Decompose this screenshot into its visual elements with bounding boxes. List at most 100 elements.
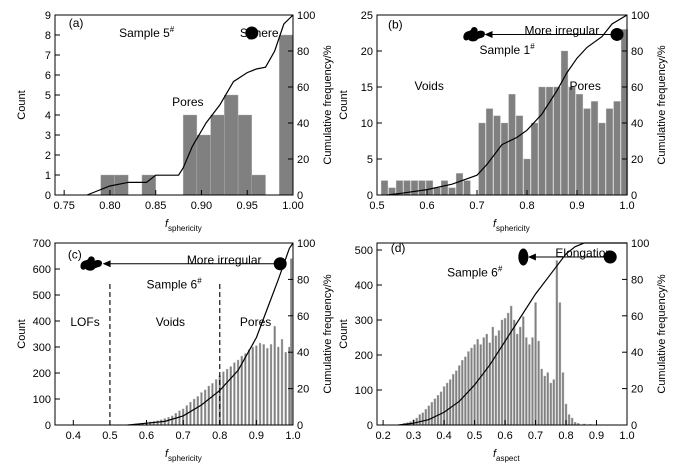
x-axis-title-subscript: sphericity — [168, 454, 202, 463]
histogram-bar — [415, 417, 418, 426]
histogram-bar — [458, 365, 461, 426]
y-tick-label: 200 — [355, 350, 373, 362]
y2-axis-title: Cumulative frequency/% — [322, 274, 334, 393]
y-tick-label: 25 — [361, 10, 373, 22]
direction-arrow-head — [102, 260, 111, 268]
y-tick-label: 10 — [361, 118, 373, 130]
annotation-text: Sample 6# — [147, 277, 203, 292]
x-tick-label: 0.8 — [519, 200, 534, 212]
histogram-bar — [583, 108, 591, 196]
histogram-bar — [229, 366, 232, 426]
histogram-bar — [284, 352, 287, 426]
histogram-bar — [210, 114, 225, 196]
histogram-bar — [244, 353, 247, 426]
histogram-bar — [288, 346, 291, 426]
histogram-bar — [410, 180, 419, 196]
panel-c: 0.4 0.5 0.6 0.7 0.8 0.9 1.00100200300400500600… — [16, 238, 334, 463]
x-tick-label: 0.4 — [436, 430, 451, 442]
x-tick-label: 0.95 — [237, 200, 258, 212]
x-tick-label: 0.80 — [99, 200, 120, 212]
histogram-bar — [497, 330, 501, 426]
histogram-bar — [613, 101, 621, 196]
y2-tick-label: 40 — [631, 118, 643, 130]
histogram-bar — [251, 346, 254, 426]
x-tick-label: 1.0 — [619, 200, 634, 212]
panel-a: 0.75 0.80 0.85 0.90 0.95 1.000123456789020406… — [16, 10, 334, 233]
x-tick-label: 0.5 — [102, 430, 117, 442]
histogram-bar — [513, 319, 516, 426]
y2-tick-label: 100 — [297, 10, 315, 22]
histogram-bar — [479, 344, 482, 426]
x-tick-label: 0.7 — [469, 200, 484, 212]
histogram-bar — [445, 382, 449, 426]
annotation-text: Sample 6# — [447, 264, 503, 279]
histogram-bar — [552, 379, 556, 426]
histogram-bar — [448, 187, 456, 196]
histogram-bar — [448, 379, 452, 426]
histogram-bar — [515, 115, 524, 196]
x-tick-label: 0.9 — [569, 200, 584, 212]
histogram-bar — [189, 401, 192, 426]
y-axis-title: Count — [16, 319, 28, 348]
x-tick-label: 0.9 — [249, 430, 264, 442]
histogram-bar — [279, 34, 294, 196]
histogram-bar — [211, 383, 214, 426]
direction-arrow-head — [484, 30, 493, 38]
histogram-bar — [156, 420, 159, 426]
histogram-bar — [525, 337, 528, 426]
y-tick-label: 400 — [355, 280, 373, 292]
y2-tick-label: 100 — [297, 238, 315, 250]
sphere-icon — [245, 26, 259, 40]
histogram-bar — [262, 344, 265, 426]
histogram-bar — [506, 312, 510, 426]
histogram-bar — [500, 319, 504, 426]
histogram-bar — [590, 101, 599, 196]
histogram-bar — [488, 342, 491, 426]
histogram-bar — [555, 260, 559, 426]
y-tick-label: 8 — [45, 30, 51, 42]
x-axis-title: f — [165, 218, 169, 230]
sphere-icon — [273, 257, 287, 271]
histogram-bar — [418, 414, 421, 426]
x-axis-title-subscript: aspect — [496, 454, 520, 463]
histogram-bar — [269, 344, 273, 426]
x-axis-title-subscript: sphericity — [496, 224, 530, 233]
histogram-bar — [214, 379, 218, 426]
x-tick-label: 1.0 — [285, 430, 300, 442]
histogram-bar — [530, 122, 539, 196]
histogram-bar — [470, 347, 473, 426]
histogram-bar — [224, 94, 239, 196]
histogram-bar — [485, 108, 494, 196]
histogram-bar — [280, 339, 284, 426]
y-tick-label: 300 — [33, 342, 51, 354]
annotation-superscript: # — [197, 277, 202, 286]
y2-tick-label: 20 — [297, 154, 309, 166]
histogram-bar — [491, 326, 495, 426]
histogram-bar — [508, 93, 516, 196]
histogram-bar — [509, 305, 513, 426]
histogram-bar — [605, 108, 614, 196]
y2-tick-label: 40 — [297, 118, 309, 130]
histogram-bar — [463, 180, 471, 196]
histogram-bar — [568, 86, 576, 196]
annotation-text: Voids — [156, 315, 185, 329]
histogram-bar — [440, 180, 449, 196]
y2-tick-label: 60 — [297, 82, 309, 94]
histogram-bar — [598, 122, 606, 196]
cumulative-frequency-line — [386, 14, 628, 196]
histogram-bar — [494, 335, 498, 426]
histogram-bar — [174, 413, 177, 426]
y2-tick-label: 80 — [631, 46, 643, 58]
y-tick-label: 700 — [33, 238, 51, 250]
direction-arrow-head — [527, 253, 536, 261]
histogram-bar — [424, 409, 427, 426]
histogram-bar — [258, 342, 262, 426]
histogram-bar — [240, 355, 243, 426]
x-tick-label: 0.8 — [212, 430, 227, 442]
histogram-bar — [141, 174, 156, 196]
y-tick-label: 300 — [355, 315, 373, 327]
y2-tick-label: 20 — [631, 154, 643, 166]
histogram-bar — [531, 337, 534, 426]
y-tick-label: 100 — [355, 385, 373, 397]
y-axis-title: Count — [338, 90, 350, 119]
